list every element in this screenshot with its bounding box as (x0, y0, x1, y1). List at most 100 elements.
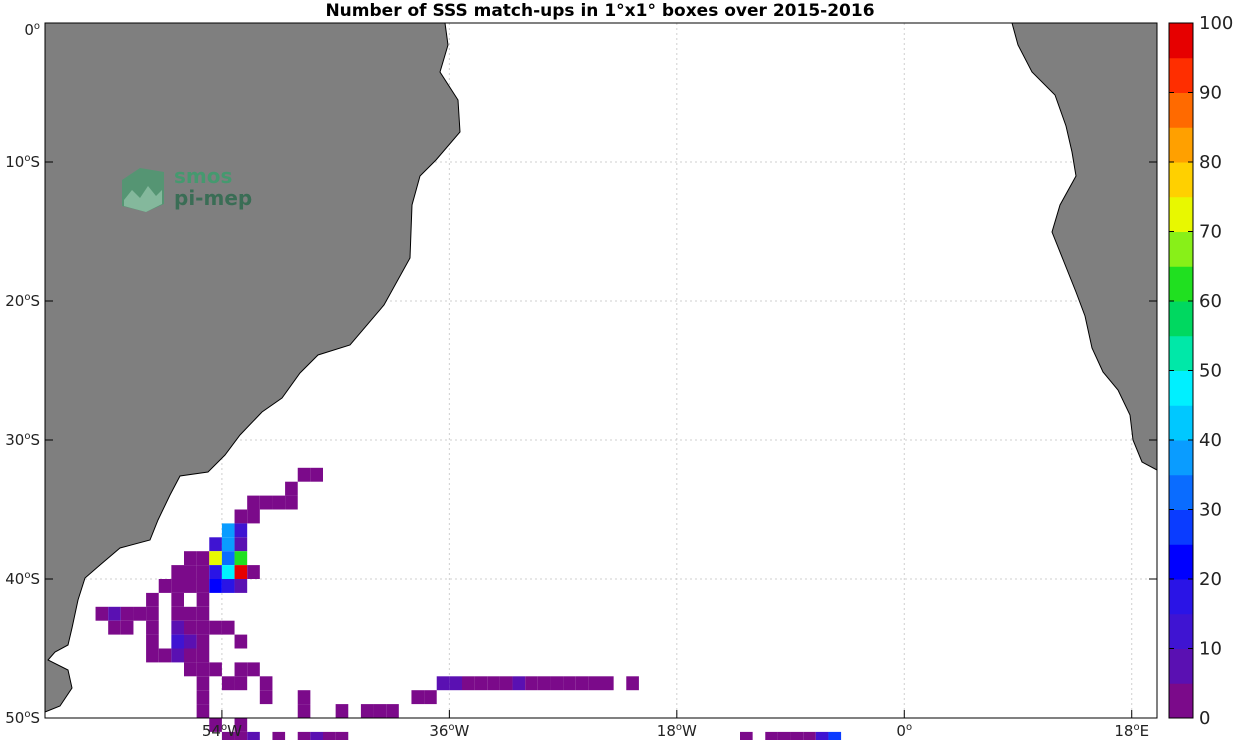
colorbar-tick-label: 100 (1199, 13, 1233, 34)
matchup-cell (449, 676, 462, 691)
colorbar-segment (1169, 57, 1193, 93)
smos-pi-mep-logo: smos pi-mep (122, 164, 252, 212)
colorbar-tick-label: 60 (1199, 291, 1222, 312)
matchup-cell (259, 690, 273, 705)
colorbar-tick-label: 0 (1199, 708, 1210, 729)
matchup-cell (184, 662, 197, 677)
matchup-cell (196, 592, 210, 607)
y-tick-label: 30oS (5, 431, 40, 449)
matchup-cell (499, 676, 513, 691)
y-tick-label: 50oS (5, 709, 40, 727)
matchup-cell (196, 579, 210, 593)
matchup-cell (171, 634, 184, 649)
y-tick-label: 10oS (5, 153, 40, 171)
matchup-cell (803, 731, 816, 740)
matchup-cell (184, 648, 197, 663)
matchup-cell (436, 676, 450, 691)
colorbar-segment (1169, 648, 1193, 684)
matchup-cell (196, 676, 210, 691)
matchup-cell (108, 606, 121, 621)
colorbar-tick-label: 20 (1199, 569, 1222, 590)
matchup-cell (209, 565, 222, 579)
matchup-cell (184, 565, 197, 579)
y-tick-label: 20oS (5, 292, 40, 310)
matchup-cell (196, 662, 210, 677)
x-axis-ticks: 54oW 36oW 18oW 0o 18oE (202, 710, 1149, 740)
colorbar-segment (1169, 301, 1193, 337)
matchup-cell (259, 495, 273, 510)
colorbar-tick-label: 70 (1199, 222, 1222, 243)
matchup-cell (234, 718, 248, 732)
matchup-cell (221, 620, 235, 635)
matchup-cell (537, 676, 551, 691)
matchup-cell (247, 662, 260, 677)
colorbar-segment (1169, 231, 1193, 267)
colorbar-segment (1169, 127, 1193, 163)
matchup-cell (234, 509, 248, 524)
matchup-cell (184, 551, 197, 566)
matchup-cell (184, 634, 197, 649)
matchup-cell (209, 718, 222, 732)
matchup-cell (234, 662, 248, 677)
matchup-cell (120, 606, 134, 621)
matchup-cell (221, 579, 235, 593)
matchup-cell (335, 704, 349, 718)
matchup-cell (234, 731, 248, 740)
matchup-cell (209, 537, 222, 552)
matchup-cell (234, 579, 248, 593)
matchup-cell (196, 634, 210, 649)
matchup-cell (487, 676, 500, 691)
matchup-cell (209, 551, 222, 566)
africa-land (1011, 22, 1158, 471)
matchup-cell (209, 620, 222, 635)
matchup-cell (575, 676, 589, 691)
chart-title: Number of SSS match-ups in 1°x1° boxes o… (325, 1, 874, 21)
colorbar-segment (1169, 579, 1193, 615)
matchup-cell (297, 467, 311, 482)
matchup-cell (171, 592, 184, 607)
matchup-cell (184, 606, 197, 621)
matchup-cell (209, 579, 222, 593)
matchup-cell (285, 481, 298, 496)
colorbar-segment (1169, 405, 1193, 441)
matchup-cell (234, 537, 248, 552)
matchup-cell (259, 676, 273, 691)
colorbar-segment (1169, 196, 1193, 232)
matchup-cells (95, 467, 842, 740)
matchup-cell (411, 690, 425, 705)
matchup-cell (272, 495, 286, 510)
matchup-cell (386, 704, 399, 718)
x-tick-label: 18oE (1114, 722, 1149, 740)
matchup-cell (221, 731, 235, 740)
matchup-cell (297, 731, 311, 740)
matchup-cell (563, 676, 576, 691)
colorbar-segment (1169, 266, 1193, 302)
colorbar-segment (1169, 92, 1193, 128)
colorbar-segment (1169, 544, 1193, 580)
matchup-cell (133, 606, 147, 621)
colorbar-segment (1169, 335, 1193, 371)
matchup-cell (247, 509, 260, 524)
matchup-cell (221, 523, 235, 538)
matchup-cell (234, 551, 248, 566)
colorbar-tick-label: 80 (1199, 152, 1222, 173)
y-tick-label: 0o (24, 21, 40, 39)
matchup-cell (209, 662, 222, 677)
matchup-cell (272, 731, 286, 740)
matchup-cell (740, 731, 753, 740)
matchup-cell (525, 676, 538, 691)
matchup-cell (247, 495, 260, 510)
matchup-cell (285, 495, 298, 510)
map-plot-area: 54oW 36oW 18oW 0o 18oE 0o 10oS 20oS 30oS 40oS 50o… (5, 21, 1158, 740)
matchup-cell (323, 731, 336, 740)
matchup-cell (297, 690, 311, 705)
colorbar: 0 10 20 30 40 50 60 70 80 90 100 (1168, 13, 1233, 729)
colorbar-tick-label: 40 (1199, 430, 1222, 451)
matchup-cell (196, 704, 210, 718)
matchup-cell (95, 606, 109, 621)
colorbar-segment (1169, 162, 1193, 198)
colorbar-segment (1169, 370, 1193, 406)
logo-wave-icon (124, 186, 162, 212)
matchup-cell (158, 648, 172, 663)
